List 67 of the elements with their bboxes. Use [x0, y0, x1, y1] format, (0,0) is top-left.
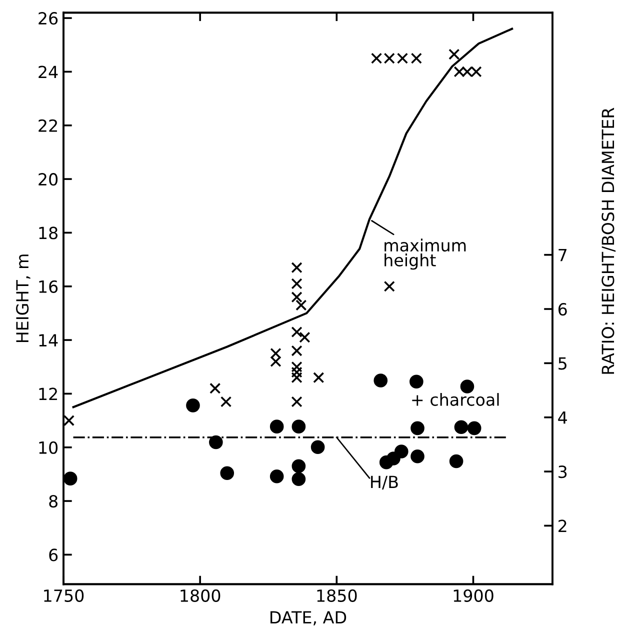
point — [270, 469, 284, 484]
point — [448, 48, 460, 60]
y-tick-label: 20 — [38, 173, 58, 186]
point — [291, 278, 302, 290]
point — [270, 420, 284, 434]
point — [186, 398, 200, 412]
annotation: + charcoal — [412, 393, 499, 406]
point — [220, 396, 232, 408]
point — [384, 280, 395, 292]
point — [394, 444, 408, 458]
x-axis-title: DATE, AD — [270, 611, 346, 626]
point — [291, 292, 302, 303]
y2-tick-label: 5 — [558, 357, 566, 370]
point — [291, 345, 302, 356]
point — [313, 372, 324, 384]
point — [291, 262, 302, 274]
point — [449, 454, 464, 468]
x-tick-label: 1800 — [180, 589, 220, 602]
point — [270, 356, 282, 368]
y-tick-label: 8 — [49, 494, 58, 508]
annotation: maximum height — [384, 238, 466, 270]
point — [210, 382, 221, 394]
point — [410, 374, 424, 389]
y2-axis-title: RATIO: HEIGHT/BOSH DIAMETER — [602, 108, 616, 374]
y-tick-label: 12 — [39, 388, 57, 400]
point — [292, 420, 306, 434]
point — [220, 466, 234, 480]
point — [410, 449, 424, 464]
y-tick-label: 22 — [38, 119, 57, 132]
point — [374, 374, 388, 388]
point — [296, 300, 307, 311]
y-tick-label: 14 — [39, 334, 58, 346]
point — [291, 326, 302, 338]
y2-tick-label: 2 — [558, 520, 566, 532]
point — [292, 459, 306, 474]
point — [292, 472, 306, 486]
point — [299, 332, 310, 343]
ref-line-label: H/B — [371, 476, 398, 490]
point — [209, 435, 223, 450]
y-tick-label: 24 — [38, 66, 58, 78]
point — [310, 440, 325, 454]
point — [270, 348, 282, 360]
point — [454, 420, 468, 434]
point — [291, 372, 302, 384]
y-axis-title: HEIGHT, m — [16, 254, 30, 342]
y2-tick-label: 6 — [558, 302, 567, 316]
y-tick-label: 16 — [39, 280, 58, 293]
point — [291, 366, 302, 378]
y2-tick-label: 7 — [558, 249, 566, 262]
point — [460, 380, 474, 394]
point — [291, 396, 302, 408]
y-tick-label: 26 — [38, 12, 58, 25]
point — [291, 361, 302, 372]
y2-tick-label: 4 — [558, 412, 567, 424]
y-tick-label: 18 — [39, 226, 58, 240]
point — [64, 472, 78, 486]
y-tick-label: 10 — [39, 441, 58, 454]
x-tick-label: 1900 — [454, 589, 494, 602]
x-tick-label: 1850 — [317, 589, 357, 602]
line-series — [72, 28, 514, 408]
x-tick-label: 1750 — [44, 589, 84, 602]
y-tick-label: 6 — [49, 548, 58, 562]
point — [410, 52, 422, 64]
y2-tick-label: 3 — [558, 465, 567, 478]
point — [410, 421, 424, 436]
point — [467, 421, 482, 436]
point — [64, 414, 75, 426]
